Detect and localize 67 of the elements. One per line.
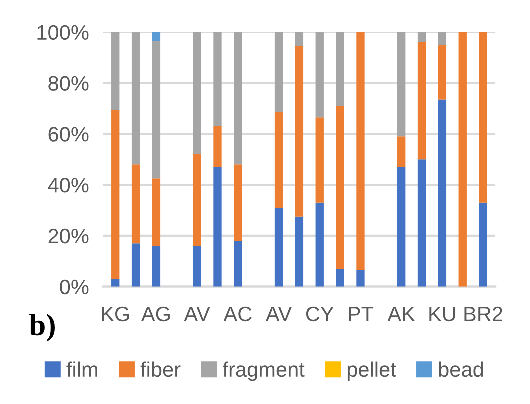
bar bbox=[438, 100, 447, 287]
x-tick-label: AV bbox=[266, 307, 292, 322]
bar bbox=[295, 216, 304, 287]
bar bbox=[479, 32, 488, 203]
bar bbox=[132, 32, 140, 165]
bar bbox=[398, 32, 406, 137]
bar bbox=[356, 270, 365, 287]
text: b) bbox=[30, 314, 55, 342]
y-tick-label: 60% bbox=[48, 127, 89, 142]
legend-label: fragment bbox=[223, 362, 305, 382]
bar bbox=[336, 269, 344, 287]
bar bbox=[234, 32, 242, 165]
y-tick-label: 40% bbox=[48, 178, 89, 193]
bar bbox=[274, 112, 284, 208]
bar bbox=[295, 32, 304, 46]
x-tick-label: AK bbox=[388, 307, 416, 322]
y-tick-label: 20% bbox=[48, 228, 89, 244]
x-tick-label: PT bbox=[349, 307, 374, 322]
bar bbox=[418, 42, 426, 160]
bar bbox=[316, 202, 324, 287]
x-tick-label: KU bbox=[430, 307, 456, 322]
x-tick-label: CY bbox=[306, 306, 334, 322]
bar bbox=[132, 164, 140, 244]
bar bbox=[234, 164, 242, 242]
y-tick-label: 100% bbox=[38, 25, 89, 40]
bar bbox=[479, 202, 488, 287]
bar bbox=[458, 32, 467, 287]
bar bbox=[112, 279, 120, 287]
x-tick-label: BR2 bbox=[464, 306, 503, 322]
bar bbox=[152, 246, 161, 287]
bar bbox=[418, 32, 426, 42]
bar bbox=[152, 178, 161, 246]
bar bbox=[316, 118, 324, 203]
bar bbox=[356, 32, 365, 270]
bar bbox=[193, 32, 202, 154]
bar bbox=[234, 241, 242, 287]
bar bbox=[193, 154, 202, 246]
bar bbox=[336, 106, 344, 270]
bar bbox=[295, 46, 304, 217]
bar bbox=[214, 126, 222, 168]
bar bbox=[438, 45, 447, 100]
x-tick-label: KG bbox=[102, 306, 130, 322]
bar bbox=[274, 32, 284, 112]
y-tick-label: 80% bbox=[48, 76, 89, 91]
bar bbox=[336, 32, 344, 106]
bar bbox=[438, 32, 447, 46]
x-tick-label: AV bbox=[184, 307, 210, 322]
bar bbox=[193, 246, 202, 287]
bar bbox=[274, 208, 284, 287]
bar bbox=[398, 136, 406, 168]
x-tick-label: AG bbox=[141, 306, 170, 322]
bar bbox=[398, 167, 406, 287]
legend-label: bead bbox=[439, 362, 484, 378]
bar bbox=[112, 32, 120, 110]
bar bbox=[316, 32, 324, 118]
bar bbox=[214, 32, 222, 126]
bar bbox=[132, 244, 140, 287]
legend-label: pellet bbox=[348, 362, 396, 382]
y-tick-label: 0% bbox=[60, 280, 89, 295]
bar bbox=[152, 32, 161, 42]
bar bbox=[418, 160, 426, 287]
x-tick-label: AC bbox=[224, 306, 252, 322]
legend-label: film bbox=[66, 362, 98, 377]
bar bbox=[112, 110, 120, 280]
bar bbox=[152, 41, 161, 179]
bar bbox=[214, 167, 222, 287]
legend-label: fiber bbox=[140, 362, 181, 378]
